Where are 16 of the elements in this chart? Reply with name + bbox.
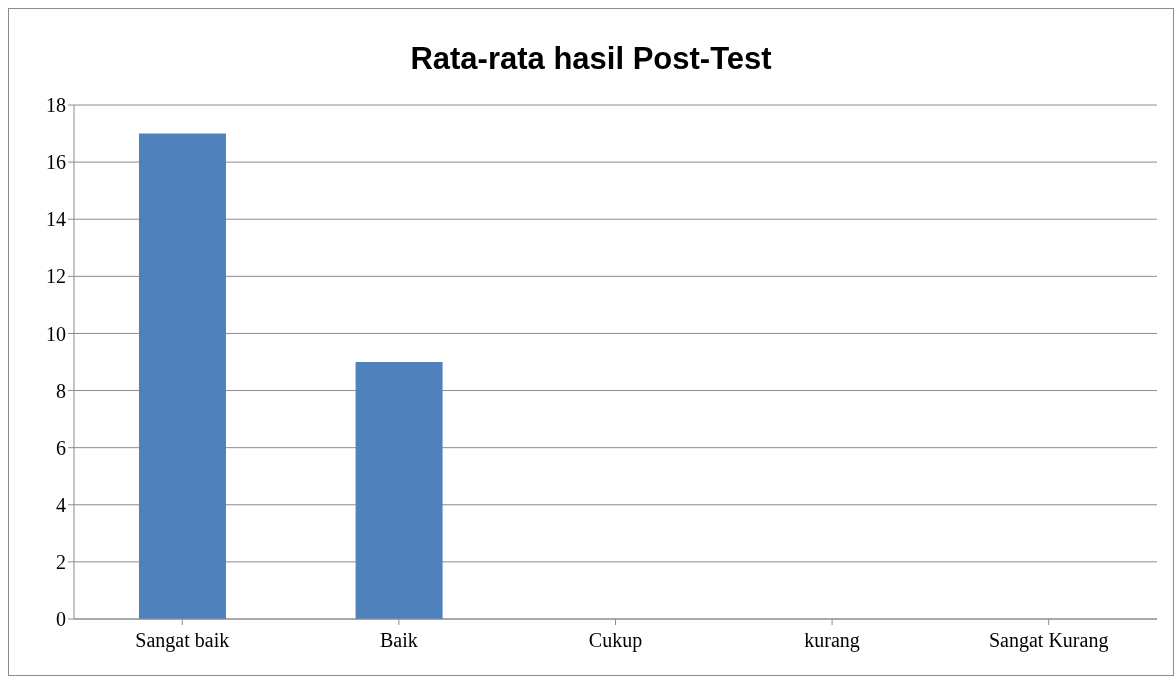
y-tick-label: 12 (46, 265, 66, 288)
y-tick-label: 14 (46, 208, 66, 231)
y-tick-label: 2 (56, 550, 66, 573)
y-tick-label: 8 (56, 379, 66, 402)
x-tick-label: Cukup (588, 629, 643, 653)
x-tick-label: Sangat Kurang (988, 629, 1109, 653)
y-tick-label: 6 (56, 436, 66, 459)
y-tick-label: 18 (46, 94, 66, 117)
chart-title: Rata-rata hasil Post-Test (409, 41, 773, 77)
y-tick-label: 0 (56, 608, 66, 631)
x-tick-label: Sangat baik (135, 629, 230, 653)
y-tick-label: 4 (56, 493, 66, 516)
x-tick-label: Baik (380, 629, 418, 652)
x-tick-label: kurang (804, 629, 860, 653)
y-tick-label: 10 (46, 322, 66, 345)
y-tick-label: 16 (46, 151, 66, 174)
